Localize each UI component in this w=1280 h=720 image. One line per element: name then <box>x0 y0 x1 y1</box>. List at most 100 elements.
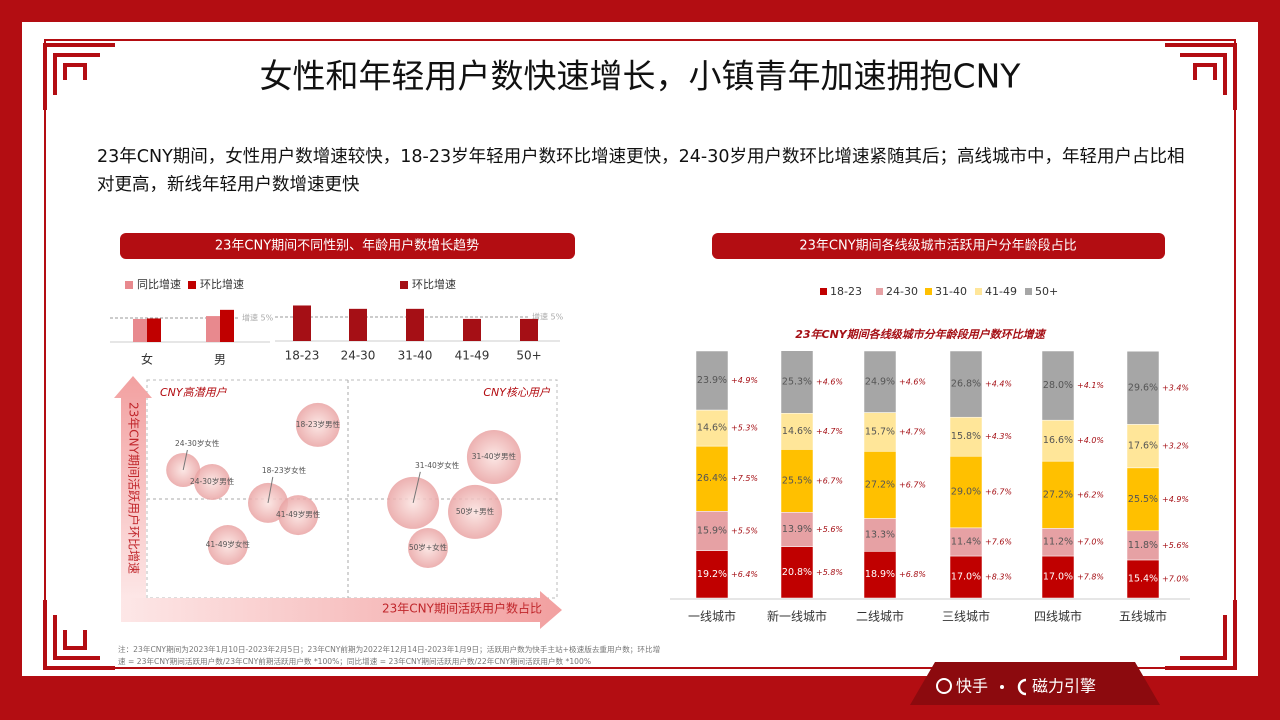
segment-label: 17.0% <box>951 572 981 583</box>
segment-label: 28.0% <box>1043 380 1073 391</box>
bar-segment <box>1041 419 1075 462</box>
subtitle: 23年CNY期间，女性用户数增速较快，18-23岁年轻用户数环比增速更快，24-… <box>97 147 1185 195</box>
growth-label: +5.6% <box>1162 541 1189 550</box>
segment-label: 15.8% <box>951 431 981 442</box>
y-arrow <box>114 376 152 600</box>
segment-label: 13.9% <box>782 524 812 535</box>
growth-label: +4.6% <box>899 377 926 386</box>
axis-label: 23年CNY期间活跃用户环比增速 <box>127 402 142 574</box>
growth-label: +5.6% <box>816 525 843 534</box>
legend-swatch <box>876 288 883 295</box>
bubble-label: 41-49岁女性 <box>206 539 251 549</box>
legend-label: 50+ <box>1035 285 1058 298</box>
segment-label: 23.9% <box>697 375 727 386</box>
bar <box>206 316 220 342</box>
bubble <box>407 528 448 568</box>
segment-label: 15.9% <box>697 525 727 536</box>
growth-label: +4.9% <box>1162 495 1189 504</box>
segment-label: 19.2% <box>697 569 727 580</box>
bar-segment <box>863 551 897 599</box>
growth-label: +4.9% <box>731 376 758 385</box>
bar-segment <box>780 512 814 547</box>
legend-label: 31-40 <box>935 285 967 298</box>
legend-swatch <box>1025 288 1032 295</box>
bubble <box>387 476 440 529</box>
growth-label: +4.0% <box>1077 436 1104 445</box>
growth-label: +3.2% <box>1162 442 1189 451</box>
growth-label: +6.8% <box>899 570 926 579</box>
bar-segment <box>780 546 814 599</box>
legend-label: 环比增速 <box>200 277 244 291</box>
bubble-frame <box>146 379 558 599</box>
segment-label: 17.6% <box>1128 441 1158 452</box>
category-label: 新一线城市 <box>767 609 827 624</box>
category-label: 三线城市 <box>942 609 990 624</box>
segment-label: 17.0% <box>1043 572 1073 583</box>
segment-label: 11.8% <box>1128 540 1158 551</box>
bar-segment <box>695 350 729 411</box>
bubble-label: 18-23岁女性 <box>262 465 307 475</box>
axis-label: 23年CNY期间活跃用户数占比 <box>382 601 542 616</box>
segment-label: 15.4% <box>1128 573 1158 584</box>
growth-label: +4.3% <box>985 432 1012 441</box>
bar <box>147 318 161 342</box>
bubble-label: 24-30岁男性 <box>190 476 235 486</box>
bar-segment <box>1126 424 1160 469</box>
bar-segment <box>780 350 814 414</box>
segment-label: 27.2% <box>1043 489 1073 500</box>
bar-segment <box>780 412 814 450</box>
bar <box>220 309 234 342</box>
legend-label: 同比增速 <box>137 277 181 291</box>
growth-label: +6.7% <box>816 476 843 485</box>
legend-swatch <box>125 281 133 289</box>
growth-label: +7.0% <box>1162 574 1189 583</box>
bubble-label: 31-40岁女性 <box>415 460 460 470</box>
logo-icon <box>1017 678 1027 696</box>
growth-label: +8.3% <box>985 573 1012 582</box>
quadrant-label: CNY核心用户 <box>483 386 551 399</box>
bubble-label: 50岁+女性 <box>409 542 448 552</box>
x-arrow <box>121 591 562 629</box>
growth-label: +7.0% <box>1077 538 1104 547</box>
growth-label: +4.7% <box>899 427 926 436</box>
bar <box>133 318 147 342</box>
bar <box>463 318 481 341</box>
bubble-label: 31-40岁男性 <box>472 451 517 461</box>
bar <box>349 308 367 341</box>
category-label: 女 <box>141 352 153 367</box>
category-label: 41-49 <box>455 349 490 363</box>
category-label: 31-40 <box>398 349 433 363</box>
bar <box>520 318 538 341</box>
legend-label: 18-23 <box>830 285 862 298</box>
growth-label: +4.4% <box>985 380 1012 389</box>
segment-label: 11.4% <box>951 536 981 547</box>
bar-segment <box>780 449 814 513</box>
segment-label: 26.4% <box>697 473 727 484</box>
legend-swatch <box>188 281 196 289</box>
legend-label: 环比增速 <box>412 277 456 291</box>
segment-label: 25.5% <box>782 475 812 486</box>
bar-segment <box>1041 350 1075 421</box>
reference-label: 增速 5% <box>242 313 274 323</box>
bar-segment <box>1126 350 1160 425</box>
legend-swatch <box>925 288 932 295</box>
legend-swatch <box>400 281 408 289</box>
logo-icon <box>936 678 952 694</box>
category-label: 五线城市 <box>1119 609 1167 624</box>
banner <box>120 233 575 259</box>
bar <box>293 305 311 341</box>
inner-frame <box>44 39 1236 669</box>
growth-label: +5.3% <box>731 424 758 433</box>
bubble-label: 50岁+男性 <box>456 506 495 516</box>
bar-segment <box>1126 467 1160 532</box>
brand: 快手 <box>956 677 988 696</box>
segment-label: 13.3% <box>865 529 895 540</box>
banner-text: 23年CNY期间各线级城市活跃用户分年龄段占比 <box>799 238 1076 254</box>
growth-label: +4.6% <box>816 377 843 386</box>
bar-segment <box>1041 460 1075 529</box>
growth-label: +5.5% <box>731 526 758 535</box>
bubble <box>194 463 231 500</box>
bubble <box>207 525 248 566</box>
segment-label: 14.6% <box>697 423 727 434</box>
